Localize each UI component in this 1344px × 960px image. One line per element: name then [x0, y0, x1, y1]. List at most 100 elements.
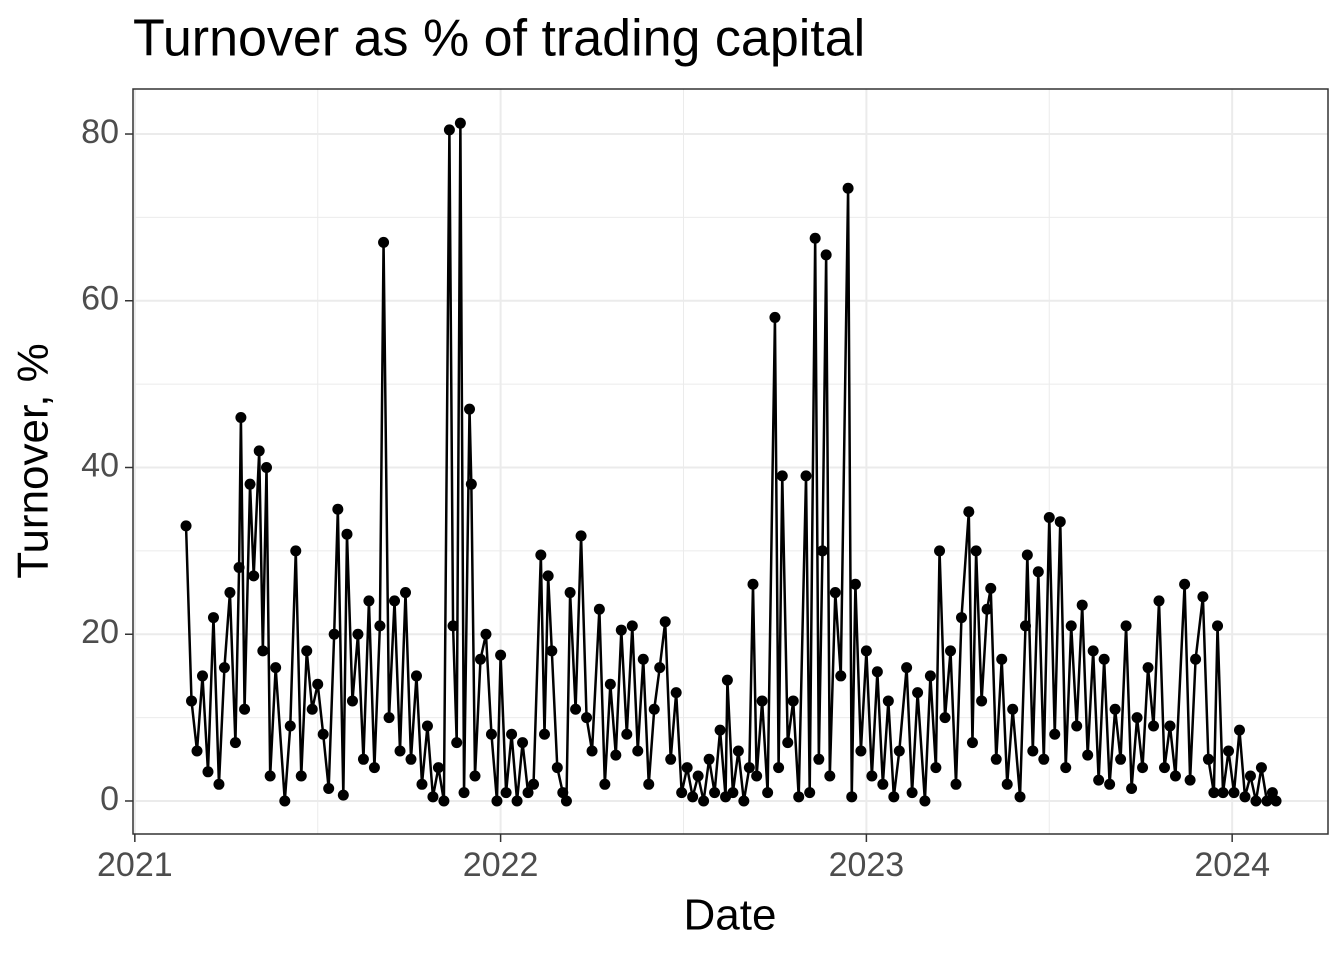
data-point — [551, 762, 563, 774]
data-point — [1179, 578, 1191, 590]
data-point — [1137, 762, 1149, 774]
y-axis-title: Turnover, % — [9, 343, 58, 579]
data-point — [919, 795, 931, 807]
x-tick-label: 2023 — [829, 846, 905, 884]
data-point — [317, 728, 329, 740]
data-point — [328, 628, 340, 640]
data-point — [465, 478, 477, 490]
data-point — [849, 578, 861, 590]
data-point — [301, 645, 313, 657]
data-point — [207, 612, 219, 624]
data-point — [632, 745, 644, 757]
data-point — [570, 703, 582, 715]
data-point — [727, 787, 739, 799]
x-axis-title: Date — [684, 891, 777, 940]
data-point — [1020, 620, 1032, 632]
data-point — [539, 728, 551, 740]
data-point — [295, 770, 307, 782]
data-point — [474, 653, 486, 665]
data-point — [934, 545, 946, 557]
data-point — [654, 662, 666, 674]
data-point — [829, 587, 841, 599]
data-point — [1233, 724, 1245, 736]
data-point — [542, 570, 554, 582]
data-point — [191, 745, 203, 757]
data-point — [776, 470, 788, 482]
data-point — [368, 762, 380, 774]
data-point — [1126, 782, 1138, 794]
data-point — [229, 737, 241, 749]
data-point — [557, 787, 569, 799]
data-point — [1049, 728, 1061, 740]
data-point — [491, 795, 503, 807]
data-point — [341, 528, 353, 540]
data-point — [626, 620, 638, 632]
data-point — [1217, 787, 1229, 799]
data-point — [866, 770, 878, 782]
data-point — [218, 662, 230, 674]
data-point — [1158, 762, 1170, 774]
data-point — [352, 628, 364, 640]
data-point — [893, 745, 905, 757]
data-point — [692, 770, 704, 782]
data-point — [901, 662, 913, 674]
data-point — [1093, 774, 1105, 786]
y-tick-label: 80 — [81, 113, 119, 151]
data-point — [1060, 762, 1072, 774]
data-point — [180, 520, 192, 532]
data-point — [1082, 749, 1094, 761]
data-point — [981, 603, 993, 615]
data-point — [438, 795, 450, 807]
data-point — [447, 620, 459, 632]
grid — [133, 89, 1328, 834]
data-point — [976, 695, 988, 707]
chart-title: Turnover as % of trading capital — [133, 10, 865, 68]
data-point — [1184, 774, 1196, 786]
data-point — [383, 712, 395, 724]
data-point — [1021, 549, 1033, 561]
data-point — [421, 720, 433, 732]
data-point — [224, 587, 236, 599]
data-point — [517, 737, 529, 749]
data-point — [1007, 703, 1019, 715]
data-point — [1115, 753, 1127, 765]
data-point — [816, 545, 828, 557]
data-point — [575, 530, 587, 542]
data-point — [213, 778, 225, 790]
data-point — [363, 595, 375, 607]
data-point — [586, 745, 598, 757]
data-point — [996, 653, 1008, 665]
data-point — [346, 695, 358, 707]
data-point — [860, 645, 872, 657]
data-point — [1255, 762, 1267, 774]
data-point — [374, 620, 386, 632]
data-point — [506, 728, 518, 740]
data-point — [485, 728, 497, 740]
data-point — [787, 695, 799, 707]
data-point — [378, 236, 390, 248]
data-point — [835, 670, 847, 682]
data-point — [1065, 620, 1077, 632]
data-point — [451, 737, 463, 749]
data-point — [643, 778, 655, 790]
data-point — [985, 582, 997, 594]
data-point — [1001, 778, 1013, 790]
data-point — [560, 795, 572, 807]
data-point — [416, 778, 428, 790]
data-point — [458, 787, 470, 799]
data-point — [804, 787, 816, 799]
data-point — [270, 662, 282, 674]
x-tick-label: 2021 — [97, 846, 173, 884]
data-point — [676, 787, 688, 799]
data-point — [528, 778, 540, 790]
data-point — [1266, 787, 1278, 799]
data-point — [782, 737, 794, 749]
data-point — [1104, 778, 1116, 790]
data-point — [888, 791, 900, 803]
data-point — [239, 703, 251, 715]
data-point — [389, 595, 401, 607]
data-point — [703, 753, 715, 765]
data-point — [1043, 512, 1055, 524]
data-point — [443, 124, 455, 136]
